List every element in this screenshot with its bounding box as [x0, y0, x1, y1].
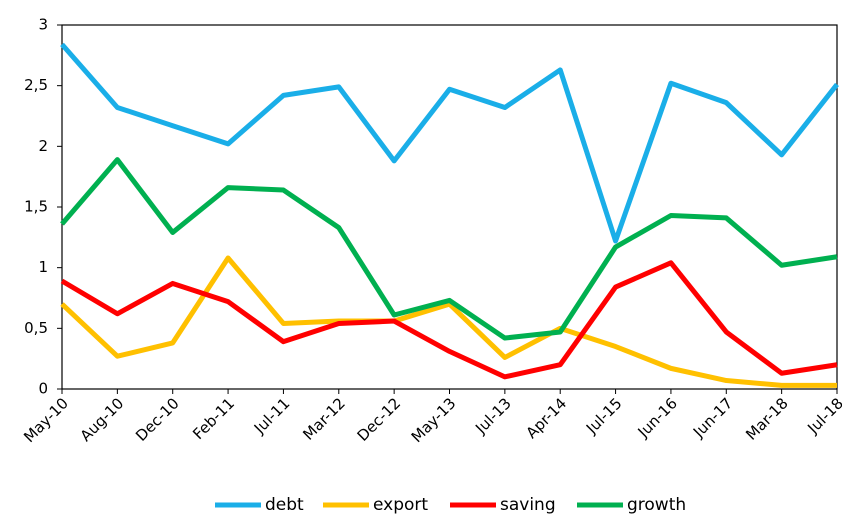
x-tick-label: Aug-10: [77, 394, 128, 445]
y-tick-label: 2: [38, 137, 48, 155]
legend-label: debt: [265, 495, 304, 515]
x-tick-label: Dec-12: [354, 394, 405, 445]
x-tick-label: May-10: [20, 394, 72, 446]
x-tick-label: Jul-11: [250, 394, 294, 438]
legend-label: saving: [500, 495, 556, 515]
x-tick-label: Jul-18: [803, 394, 842, 438]
x-tick-label: Mar-12: [299, 394, 348, 443]
x-tick-label: Mar-18: [742, 394, 791, 443]
series-line: [60, 157, 838, 341]
x-tick-label: Jul-15: [582, 394, 626, 438]
x-tick-label: Jun-16: [634, 394, 681, 441]
x-tick-label: Dec-10: [132, 394, 183, 445]
y-tick-label: 0,5: [24, 319, 48, 337]
x-tick-label: May-13: [408, 394, 460, 446]
y-tick-label: 0: [38, 380, 48, 398]
series-line: [60, 255, 837, 388]
series-line: [60, 42, 839, 244]
x-tick-label: Jun-17: [689, 394, 736, 441]
y-tick-label: 1,5: [24, 198, 48, 216]
legend-label: export: [373, 495, 428, 515]
y-tick-label: 2,5: [24, 76, 48, 94]
x-tick-label: Jul-13: [471, 394, 515, 438]
y-tick-label: 3: [38, 16, 48, 34]
x-tick-label: Apr-14: [522, 394, 570, 442]
y-tick-label: 1: [38, 258, 48, 276]
legend-label: growth: [627, 495, 686, 515]
x-tick-label: Feb-11: [189, 394, 238, 443]
series-line: [60, 260, 838, 380]
